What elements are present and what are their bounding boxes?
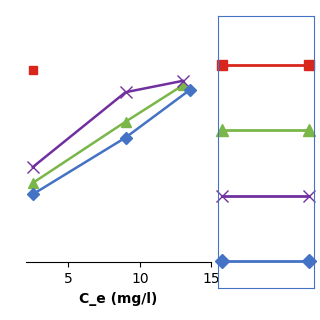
X-axis label: C_e (mg/l): C_e (mg/l) <box>79 292 157 306</box>
